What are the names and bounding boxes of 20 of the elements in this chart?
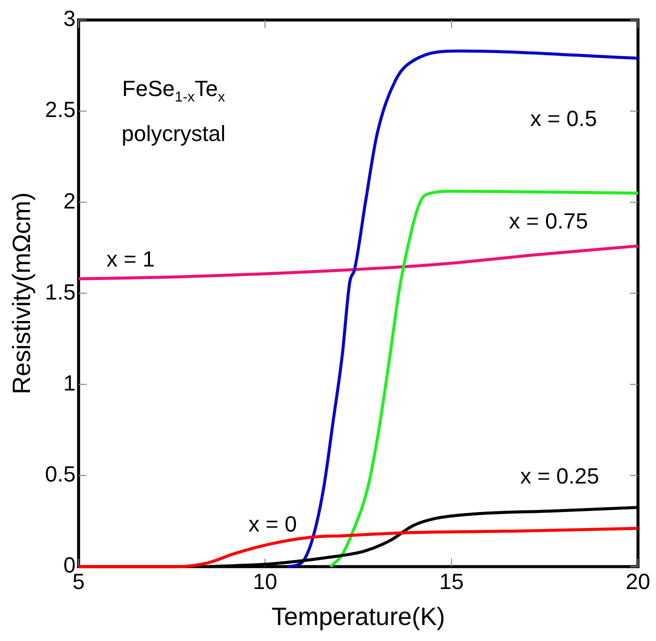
y-tick-label: 0.5 — [44, 462, 76, 487]
series-label: x = 0.25 — [520, 464, 600, 489]
y-tick-label: 1.5 — [44, 279, 76, 304]
x-tick-label: 15 — [439, 568, 464, 594]
line-series — [77, 244, 640, 280]
y-axis-title: Resistivity(mΩcm) — [8, 192, 36, 394]
x-axis-title: Temperature(K) — [271, 602, 446, 631]
x-tick-label: 10 — [252, 568, 278, 594]
series-label: x = 0 — [248, 512, 297, 537]
series-label: x = 0.75 — [509, 208, 588, 234]
y-tick-label: 1 — [63, 370, 76, 396]
annotation: polycrystal — [122, 121, 226, 146]
series-label: x = 1 — [106, 246, 155, 272]
text: x = 0.5 — [530, 106, 597, 132]
y-tick-label: 2.5 — [44, 97, 76, 122]
y-tick-label: 2 — [63, 188, 76, 214]
line-series — [286, 49, 640, 568]
y-tick-label: 3 — [63, 6, 76, 32]
line-series — [328, 190, 640, 568]
x-tick-label: 20 — [626, 568, 650, 594]
